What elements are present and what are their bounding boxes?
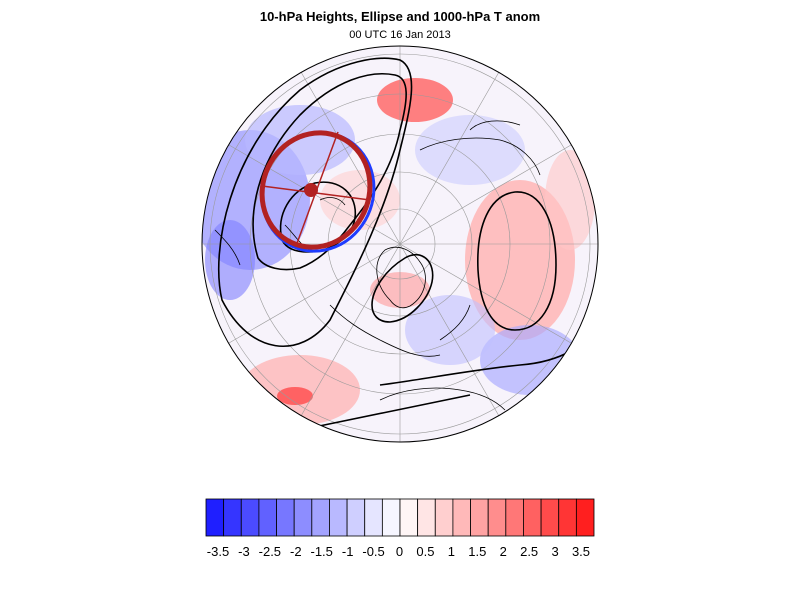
warm-anomaly-north bbox=[377, 78, 453, 122]
colorbar-box bbox=[452, 498, 471, 537]
colorbar-tick-label: 3 bbox=[551, 544, 558, 559]
polar-map bbox=[201, 45, 599, 443]
chart-subtitle: 00 UTC 16 Jan 2013 bbox=[349, 29, 451, 41]
colorbar-box bbox=[205, 498, 225, 537]
colorbar-boxes bbox=[205, 498, 595, 537]
warm-anomaly-far-east bbox=[545, 150, 595, 250]
colorbar-box bbox=[417, 498, 436, 537]
cold-anomaly-north bbox=[415, 115, 525, 185]
colorbar-box bbox=[329, 498, 348, 537]
colorbar-box bbox=[381, 498, 401, 537]
colorbar-tick-label: -1.5 bbox=[311, 544, 333, 559]
vortex-ellipse bbox=[259, 130, 376, 253]
colorbar-tick-label: 1 bbox=[448, 544, 455, 559]
colorbar-tick-label: -0.5 bbox=[362, 544, 384, 559]
vortex-ellipse-outline bbox=[259, 130, 373, 250]
height-contour-outer-west bbox=[217, 57, 413, 347]
colorbar-tick-label: -3 bbox=[238, 544, 250, 559]
colorbar-tick-label: -2.5 bbox=[259, 544, 281, 559]
colorbar-tick-label: 2.5 bbox=[520, 544, 538, 559]
colorbar-box bbox=[311, 498, 330, 537]
colorbar-box bbox=[470, 498, 489, 537]
colorbar-box bbox=[434, 498, 454, 537]
temperature-anomaly-field bbox=[202, 46, 598, 442]
colorbar-tick-label: -2 bbox=[290, 544, 302, 559]
colorbar-box bbox=[558, 498, 577, 537]
chart-title: 10-hPa Heights, Ellipse and 1000-hPa T a… bbox=[259, 9, 541, 24]
colorbar-tick-label: 0.5 bbox=[416, 544, 434, 559]
colorbar-box bbox=[540, 498, 560, 537]
colorbar-tick-label: -3.5 bbox=[207, 544, 229, 559]
colorbar-box bbox=[575, 498, 595, 537]
colorbar-box bbox=[399, 498, 419, 537]
height-contour-high-east bbox=[477, 191, 557, 331]
height-contour-center bbox=[371, 253, 434, 323]
colorbar-box bbox=[346, 498, 366, 537]
graticule bbox=[202, 46, 598, 442]
colorbar-box bbox=[223, 498, 242, 537]
colorbar-tick-label: -1 bbox=[342, 544, 354, 559]
colorbar-box bbox=[293, 498, 313, 537]
height-contour-inner-west bbox=[252, 73, 407, 271]
colorbar-box bbox=[258, 498, 277, 537]
colorbar-box bbox=[523, 498, 542, 537]
colorbar-tick-label: 0 bbox=[396, 544, 403, 559]
colorbar-tick-labels: -3.5 -3 -2.5 -2 -1.5 -1 -0.5 0 0.5 1 1.5 2 2.5 3 3.5 bbox=[207, 544, 590, 559]
height-contour-low-center bbox=[279, 181, 357, 253]
cold-anomaly-south bbox=[405, 295, 495, 365]
colorbar-tick-label: 3.5 bbox=[572, 544, 590, 559]
colorbar-box bbox=[505, 498, 524, 537]
colorbar-box bbox=[276, 498, 295, 537]
map-border bbox=[201, 45, 599, 443]
colorbar-tick-label: 2 bbox=[500, 544, 507, 559]
colorbar-box bbox=[487, 498, 507, 537]
colorbar-box bbox=[364, 498, 383, 537]
warm-core-southwest bbox=[277, 387, 313, 405]
vortex-centroid bbox=[304, 183, 318, 197]
colorbar-tick-label: 1.5 bbox=[468, 544, 486, 559]
cold-anomaly-edge bbox=[205, 220, 255, 300]
colorbar-box bbox=[240, 498, 260, 537]
